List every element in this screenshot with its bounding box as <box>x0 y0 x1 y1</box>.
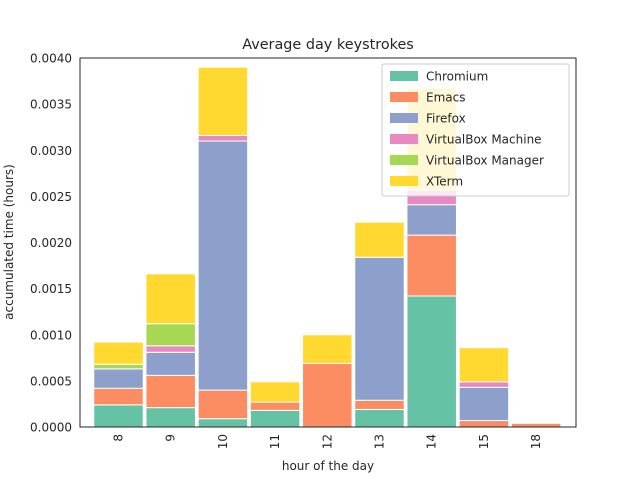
plot-frame <box>79 57 577 428</box>
x-tick-label: 14 <box>425 434 439 449</box>
bar-segment <box>197 66 249 136</box>
legend-swatch <box>390 134 418 144</box>
bar-segment <box>354 256 405 401</box>
bar-segment <box>458 347 510 383</box>
bar-segment <box>197 389 249 420</box>
bar-segment <box>145 407 196 428</box>
bar-segment <box>510 422 562 428</box>
bar-segment <box>197 418 249 428</box>
bar-segment <box>197 134 249 142</box>
legend-swatch <box>390 176 418 186</box>
bar-segment <box>93 341 144 365</box>
legend-box <box>381 63 570 197</box>
x-tick-label: 11 <box>268 434 282 449</box>
x-tick-label: 9 <box>164 434 178 442</box>
y-tick-label: 0.0040 <box>30 52 72 66</box>
legend-swatch <box>390 71 418 81</box>
bar-segment <box>354 408 405 428</box>
bar-segment <box>458 381 510 388</box>
x-axis-label: hour of the day <box>282 459 374 473</box>
y-tick-label: 0.0020 <box>30 236 72 250</box>
bar-segment <box>249 381 301 403</box>
bar-segment <box>93 404 144 428</box>
y-tick-label: 0.0035 <box>30 98 72 112</box>
bar-segment <box>249 409 301 428</box>
bar-segment <box>93 387 144 406</box>
y-tick-label: 0.0010 <box>30 328 72 342</box>
bar-segment <box>302 334 353 364</box>
chart-title: Average day keystrokes <box>242 37 414 53</box>
bar-segment <box>145 374 196 409</box>
bar-segment <box>197 140 249 391</box>
y-tick-label: 0.0025 <box>30 190 72 204</box>
legend: Chromium Emacs Firefox VirtualBox Machine Vi… <box>381 63 570 197</box>
bar-segment <box>145 323 196 347</box>
bar-segment <box>458 386 510 422</box>
y-axis-label: accumulated time (hours) <box>2 164 16 320</box>
x-tick-label: 8 <box>112 434 126 442</box>
bar-segment <box>93 368 144 389</box>
x-axis-ticks: 8 9 10 11 12 13 14 15 18 <box>112 434 544 449</box>
bar-segment <box>145 351 196 376</box>
x-tick-label: 12 <box>320 434 334 449</box>
legend-label: VirtualBox Machine <box>426 133 542 147</box>
x-tick-label: 15 <box>477 434 491 449</box>
legend-swatch <box>390 113 418 123</box>
bars-group <box>93 66 562 428</box>
y-tick-label: 0.0005 <box>30 374 72 388</box>
bar-segment <box>458 420 510 428</box>
bar-segment <box>249 401 301 411</box>
bar-segment <box>145 345 196 353</box>
bar-segment <box>145 273 196 325</box>
bar-segment <box>354 221 405 258</box>
y-tick-label: 0.0015 <box>30 282 72 296</box>
x-tick-label: 10 <box>216 434 230 449</box>
bar-segment <box>406 204 457 236</box>
legend-label: VirtualBox Manager <box>426 154 544 168</box>
y-tick-label: 0.0030 <box>30 144 72 158</box>
legend-swatch <box>390 92 418 102</box>
legend-swatch <box>390 155 418 165</box>
legend-label: Firefox <box>426 112 466 126</box>
legend-label: Emacs <box>426 91 465 105</box>
x-tick-label: 18 <box>529 434 543 449</box>
y-tick-label: 0.0000 <box>30 421 72 435</box>
bar-segment <box>93 363 144 370</box>
y-axis-ticks: 0.0000 0.0005 0.0010 0.0015 0.0020 0.0025 0.00… <box>30 52 72 435</box>
legend-label: Chromium <box>426 70 488 84</box>
bar-segment <box>354 399 405 410</box>
x-tick-label: 13 <box>373 434 387 449</box>
bar-segment <box>406 234 457 297</box>
bar-segment <box>406 295 457 428</box>
bar-segment <box>302 362 353 428</box>
legend-label: XTerm <box>426 175 463 189</box>
